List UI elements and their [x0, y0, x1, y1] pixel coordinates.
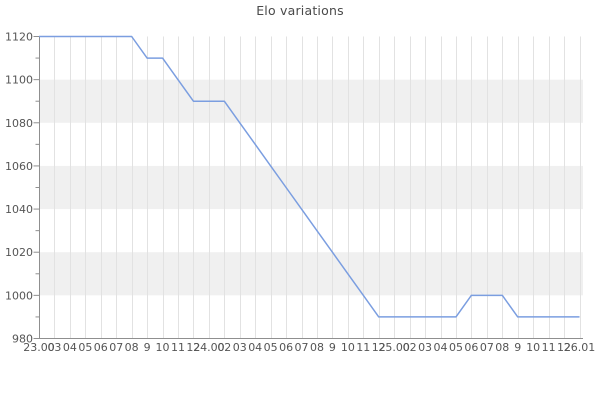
stripe-band: [39, 165, 583, 210]
x-tick-label: 04: [248, 341, 262, 354]
x-tick-label: 06: [279, 341, 293, 354]
x-tick-label: 9: [514, 341, 521, 354]
x-tick-label: 26.01: [564, 341, 596, 354]
x-tick-label: 23.00: [23, 341, 55, 354]
x-tick-label: 06: [464, 341, 478, 354]
x-tick-label: 9: [329, 341, 336, 354]
x-tick-label: 04: [434, 341, 448, 354]
x-tick-label: 07: [480, 341, 494, 354]
x-tick-label: 02: [403, 341, 417, 354]
x-tick-label: 10: [341, 341, 355, 354]
x-tick-label: 05: [449, 341, 463, 354]
x-tick-label: 12: [557, 341, 571, 354]
x-tick-label: 04: [63, 341, 77, 354]
x-tick-label: 07: [295, 341, 309, 354]
y-tick-label: 1080: [5, 117, 33, 130]
x-tick-label: 11: [356, 341, 370, 354]
x-tick-label: 11: [542, 341, 556, 354]
x-tick-label: 24.00: [193, 341, 225, 354]
x-tick-label: 10: [156, 341, 170, 354]
y-tick-label: 1060: [5, 160, 33, 173]
x-tick-label: 08: [125, 341, 139, 354]
x-tick-label: 05: [78, 341, 92, 354]
x-tick-label: 02: [217, 341, 231, 354]
x-tick-label: 03: [47, 341, 61, 354]
y-tick-label: 1040: [5, 203, 33, 216]
x-tick-label: 07: [109, 341, 123, 354]
x-tick-label: 06: [94, 341, 108, 354]
elo-line-series: [39, 35, 580, 318]
x-tick-label: 25.00: [378, 341, 410, 354]
y-tick-label: 980: [12, 333, 33, 346]
x-tick-label: 05: [264, 341, 278, 354]
x-tick-label: 08: [310, 341, 324, 354]
x-tick-label: 10: [526, 341, 540, 354]
y-tick-label: 1020: [5, 246, 33, 259]
x-tick-label: 08: [495, 341, 509, 354]
x-tick-label: 03: [233, 341, 247, 354]
y-tick-label: 1100: [5, 74, 33, 87]
x-tick-label: 12: [186, 341, 200, 354]
y-tick-label: 1120: [5, 31, 33, 44]
stripe-band: [39, 79, 583, 123]
x-tick-label: 12: [372, 341, 386, 354]
chart-title: Elo variations: [256, 3, 344, 18]
y-tick-label: 1000: [5, 289, 33, 302]
x-tick-label: 03: [418, 341, 432, 354]
stripe-band: [39, 252, 583, 296]
x-tick-label: 9: [144, 341, 151, 354]
x-tick-label: 11: [171, 341, 185, 354]
